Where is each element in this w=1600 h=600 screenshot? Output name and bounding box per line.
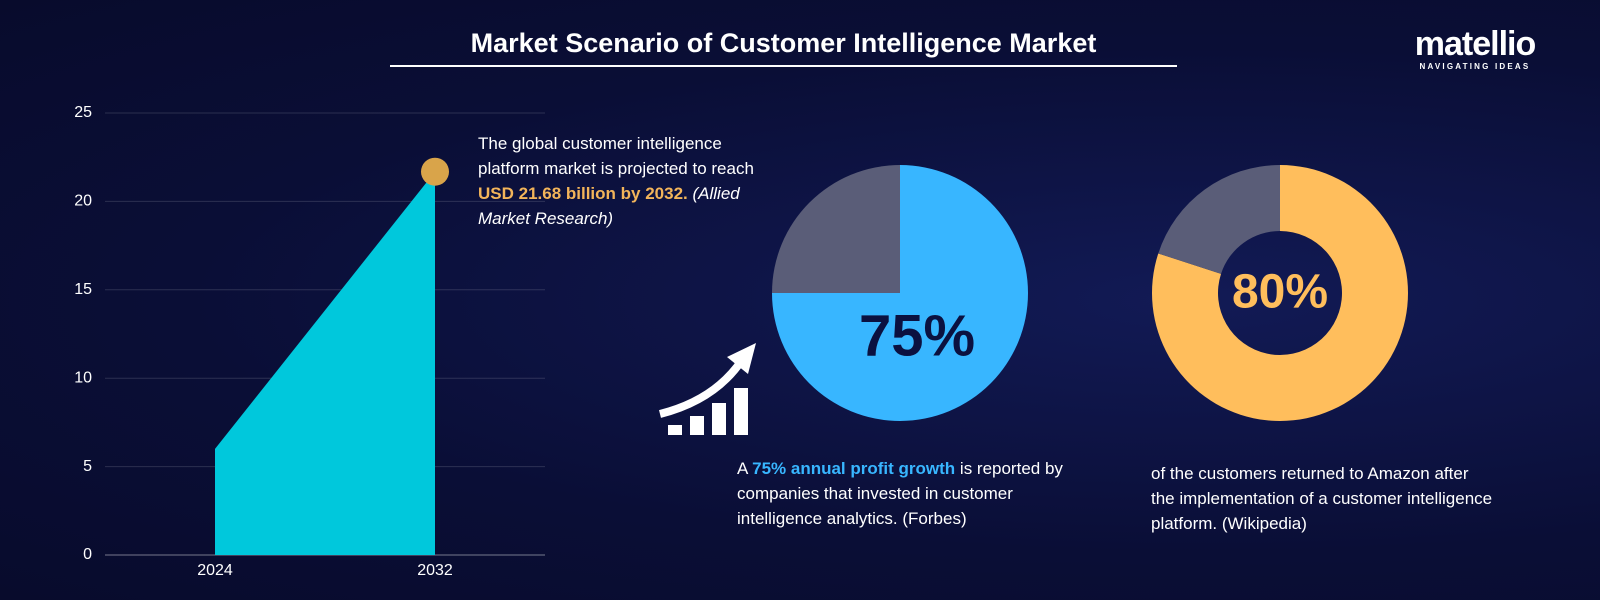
text-run: A [737, 459, 753, 478]
text-run: USD 21.68 billion by 2032. [478, 184, 688, 203]
page-title: Market Scenario of Customer Intelligence… [390, 28, 1177, 67]
logo-name: matellio [1414, 25, 1536, 63]
y-tick-label: 15 [74, 281, 92, 298]
slice [1152, 165, 1408, 421]
value-label: 75% [859, 303, 975, 368]
logo-tagline: NAVIGATING IDEAS [1419, 62, 1531, 71]
x-tick-label: 2024 [197, 562, 233, 579]
y-tick-label: 10 [74, 369, 92, 386]
y-tick-label: 25 [74, 104, 92, 121]
annotation: The global customer intelligence platfor… [478, 131, 768, 231]
y-tick-label: 0 [83, 546, 92, 563]
text-run: is reported by companies that invested i… [737, 459, 1063, 528]
text-run: of the customers returned to Amazon afte… [1151, 464, 1493, 533]
value-label: 80% [1232, 266, 1328, 319]
y-tick-label: 5 [83, 458, 92, 475]
text-run: 75% annual profit growth [752, 459, 956, 478]
marker [421, 157, 449, 186]
growth-icon [659, 343, 756, 435]
slice [1158, 165, 1280, 274]
text-run: The global customer intelligence platfor… [478, 134, 754, 178]
slice [772, 165, 900, 293]
text-run: (Allied Market Research) [478, 184, 740, 228]
caption: A 75% annual profit growth is reported b… [737, 456, 1077, 531]
x-tick-label: 2032 [417, 562, 453, 579]
logo: matellio NAVIGATING IDEAS [1405, 26, 1545, 71]
caption: of the customers returned to Amazon afte… [1151, 461, 1496, 536]
area [215, 171, 435, 555]
y-tick-label: 20 [74, 193, 92, 210]
